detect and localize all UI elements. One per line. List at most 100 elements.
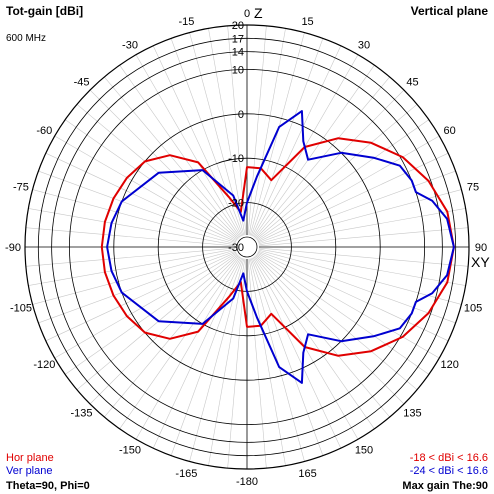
angle-grid-line bbox=[250, 258, 324, 456]
angle-grid-line bbox=[45, 251, 237, 342]
angle-grid-line bbox=[152, 257, 243, 449]
series-hor-plane bbox=[100, 137, 455, 357]
theta-phi-label: Theta=90, Phi=0 bbox=[6, 480, 90, 492]
angle-tick-label: 60 bbox=[444, 125, 456, 137]
radial-ring bbox=[157, 157, 337, 337]
angle-grid-line bbox=[257, 135, 440, 242]
center-ring bbox=[236, 236, 258, 258]
radial-tick-label: 0 bbox=[238, 109, 244, 121]
angle-grid-line bbox=[54, 135, 237, 242]
plane-label: Vertical plane bbox=[410, 4, 488, 18]
angle-grid-lines bbox=[25, 25, 469, 469]
angle-tick-label: 135 bbox=[403, 407, 421, 419]
angle-grid-line bbox=[255, 89, 405, 239]
angle-grid-line bbox=[28, 248, 236, 286]
angle-grid-line bbox=[76, 104, 239, 240]
angle-tick-label: -90 bbox=[5, 242, 21, 254]
radial-ring bbox=[68, 68, 426, 426]
angle-grid-line bbox=[258, 208, 466, 246]
angle-grid-line bbox=[248, 258, 286, 466]
angle-grid-line bbox=[32, 189, 236, 245]
angle-grid-line bbox=[45, 152, 237, 243]
angle-grid-line bbox=[38, 170, 236, 244]
angle-tick-label: 30 bbox=[358, 39, 370, 51]
angle-grid-line bbox=[248, 28, 286, 236]
chart-title: Tot-gain [dBi] bbox=[6, 4, 84, 18]
series-ver-plane bbox=[106, 110, 455, 384]
angle-tick-label: -30 bbox=[122, 39, 138, 51]
angle-tick-label: -105 bbox=[10, 303, 32, 315]
angle-grid-line bbox=[89, 255, 239, 405]
angle-tick-label: -120 bbox=[33, 359, 55, 371]
radial-ring bbox=[51, 51, 443, 443]
angle-tick-label: 15 bbox=[301, 16, 313, 28]
angle-grid-line bbox=[170, 38, 244, 236]
radial-tick-label: 14 bbox=[232, 47, 244, 59]
radial-tick-label: 10 bbox=[232, 64, 244, 76]
angle-grid-line bbox=[255, 254, 418, 390]
angle-grid-line bbox=[258, 189, 462, 245]
angle-grid-line bbox=[258, 227, 469, 247]
angle-grid-line bbox=[252, 257, 359, 440]
angle-tick-label: -45 bbox=[74, 77, 90, 89]
angle-grid-line bbox=[135, 54, 242, 237]
angle-grid-line bbox=[258, 250, 456, 324]
radial-tick-label: -10 bbox=[228, 153, 244, 165]
angle-grid-line bbox=[32, 249, 236, 305]
radial-ring bbox=[37, 37, 457, 457]
angle-grid-line bbox=[208, 28, 246, 236]
angle-grid-line bbox=[104, 76, 240, 239]
radial-ring bbox=[113, 113, 381, 381]
radial-tick-label: 17 bbox=[232, 33, 244, 45]
angle-grid-line bbox=[119, 64, 241, 238]
ver-plane-legend: Ver plane bbox=[6, 465, 53, 477]
angle-tick-label: 75 bbox=[467, 181, 479, 193]
max-gain-label: Max gain The:90 bbox=[402, 480, 488, 492]
angle-grid-line bbox=[135, 257, 242, 440]
data-series bbox=[100, 110, 455, 384]
angle-grid-line bbox=[89, 89, 239, 239]
angle-grid-line bbox=[76, 254, 239, 390]
angle-grid-line bbox=[64, 253, 238, 375]
angle-grid-line bbox=[250, 38, 324, 236]
angle-grid-line bbox=[152, 45, 243, 237]
angle-tick-label: -75 bbox=[13, 181, 29, 193]
angle-tick-label: 90 bbox=[475, 242, 487, 254]
radial-tick-label: -30 bbox=[228, 242, 244, 254]
z-axis-letter: Z bbox=[254, 5, 263, 21]
angle-grid-line bbox=[119, 256, 241, 430]
angle-tick-label: -165 bbox=[175, 468, 197, 480]
frequency-label: 600 MHz bbox=[6, 33, 47, 44]
angle-grid-line bbox=[253, 256, 375, 430]
angle-grid-line bbox=[257, 252, 440, 359]
tick-labels: 0 -15 -30 -45 -60 -75 -90 -105 -120 -135 -150 -165 -… bbox=[5, 8, 487, 488]
xy-axis-letter: XY bbox=[471, 254, 490, 270]
angle-grid-line bbox=[258, 247, 469, 267]
angle-grid-line bbox=[28, 208, 236, 246]
angle-grid-line bbox=[54, 252, 237, 359]
hor-plane-legend: Hor plane bbox=[6, 452, 54, 464]
angle-grid-line bbox=[170, 258, 244, 456]
angle-grid-line bbox=[249, 258, 305, 462]
angle-grid-line bbox=[256, 253, 430, 375]
radial-tick-label: 20 bbox=[232, 20, 244, 32]
angle-tick-label: 150 bbox=[355, 445, 373, 457]
angle-tick-label: -135 bbox=[71, 407, 93, 419]
angle-grid-line bbox=[64, 119, 238, 241]
angle-grid-line bbox=[258, 249, 462, 305]
angle-grid-line bbox=[255, 255, 405, 405]
angle-grid-line bbox=[255, 104, 418, 240]
angle-grid-line bbox=[104, 255, 240, 418]
angle-grid-line bbox=[25, 247, 236, 267]
angle-grid-line bbox=[247, 25, 267, 236]
angle-grid-line bbox=[258, 170, 456, 244]
angle-tick-label: 105 bbox=[464, 303, 482, 315]
angle-grid-line bbox=[256, 119, 430, 241]
angle-grid-line bbox=[258, 248, 466, 286]
angle-tick-label: -60 bbox=[36, 125, 52, 137]
angle-grid-line bbox=[253, 64, 375, 238]
ver-range-label: -24 < dBi < 16.6 bbox=[409, 465, 488, 477]
angle-grid-line bbox=[249, 32, 305, 236]
angle-grid-line bbox=[247, 258, 267, 469]
